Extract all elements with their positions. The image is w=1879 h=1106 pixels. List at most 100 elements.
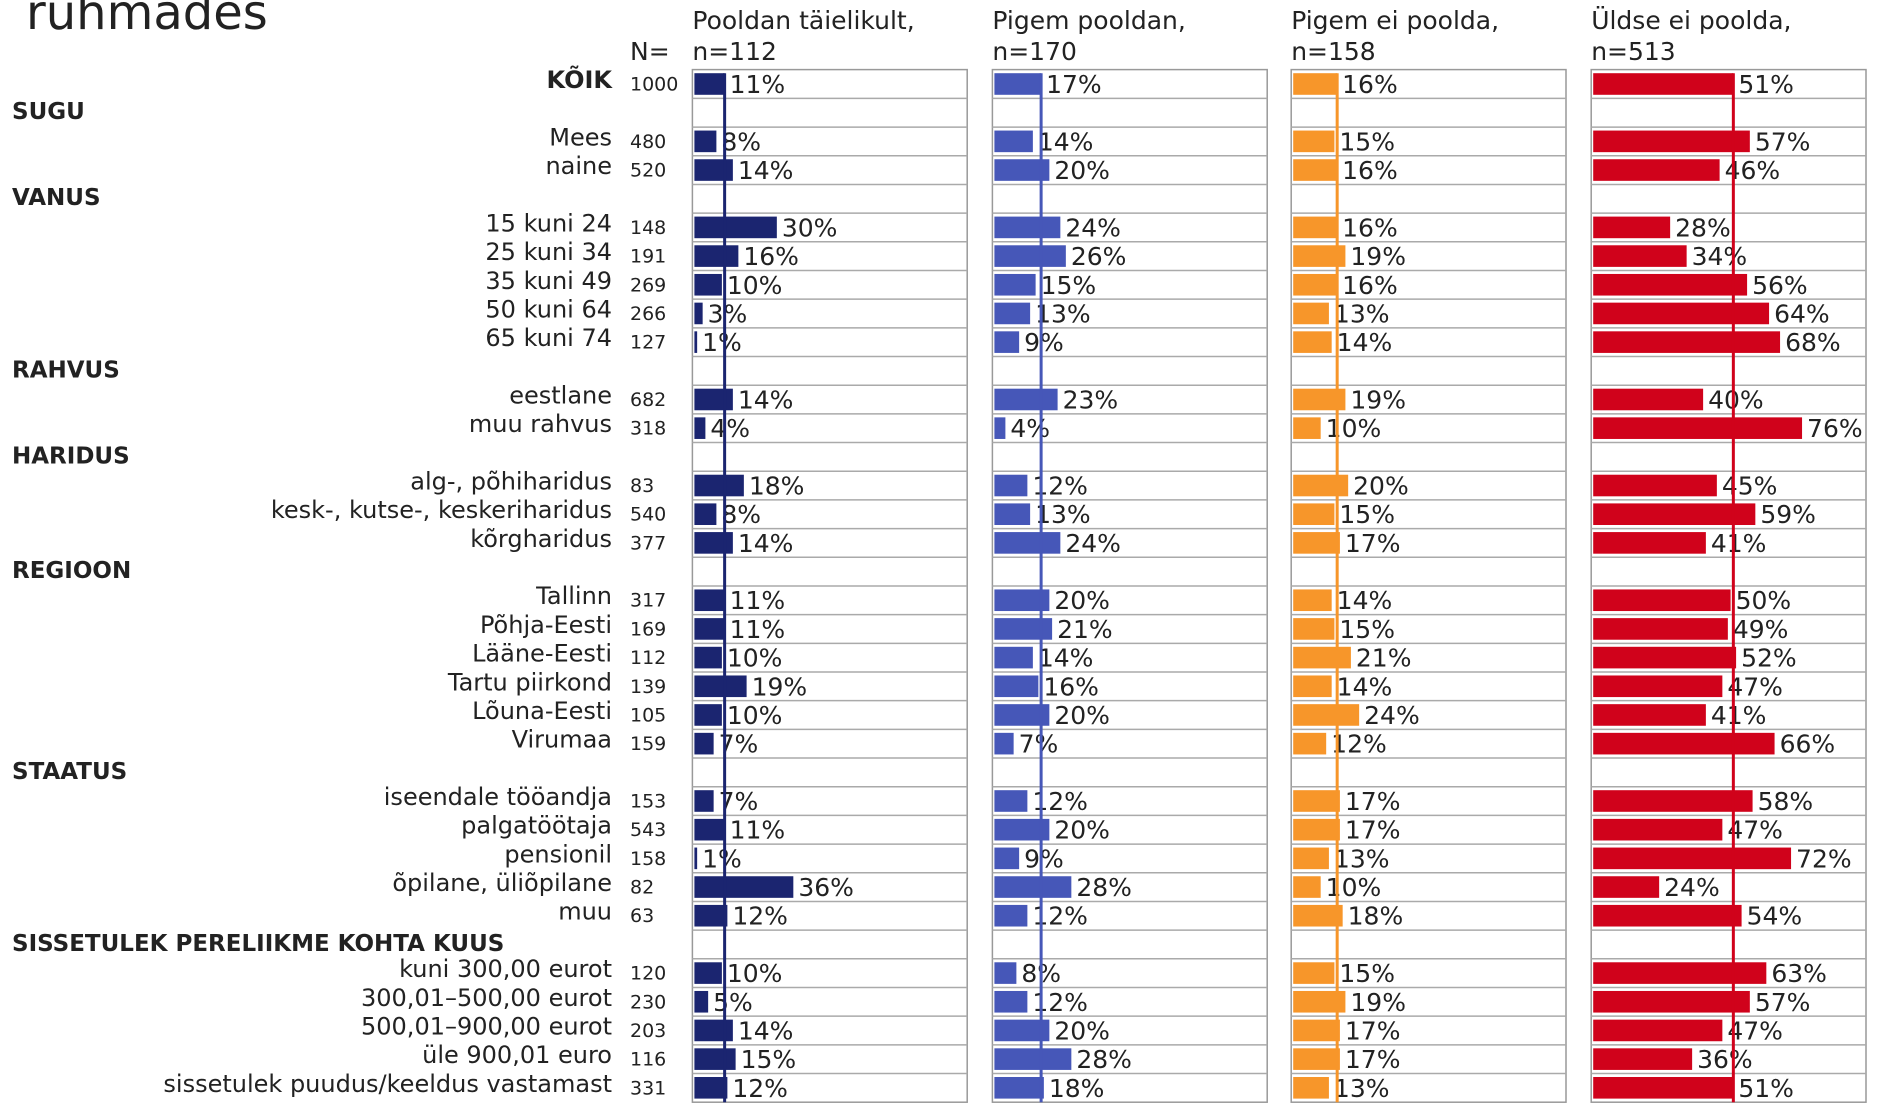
value-label: 40% [1708, 385, 1764, 414]
bar [1293, 904, 1343, 927]
value-label: 47% [1727, 816, 1783, 845]
n-value: 153 [630, 791, 666, 813]
series-total: n=112 [692, 37, 777, 66]
value-label: 24% [1065, 213, 1121, 242]
n-value: 139 [630, 676, 666, 698]
value-label: 15% [1339, 500, 1395, 529]
bar [1593, 904, 1742, 927]
value-label: 17% [1345, 816, 1401, 845]
value-label: 17% [1046, 70, 1102, 99]
n-value: 682 [630, 389, 666, 411]
value-label: 7% [1019, 730, 1059, 759]
value-label: 16% [743, 242, 799, 271]
bar [1593, 990, 1750, 1013]
bar [694, 990, 709, 1013]
value-label: 12% [732, 902, 788, 931]
value-label: 4% [1010, 414, 1050, 443]
n-value: 377 [630, 532, 666, 554]
value-label: 14% [1337, 672, 1393, 701]
value-label: 24% [1664, 873, 1720, 902]
bar [1593, 273, 1748, 296]
bar [694, 73, 725, 95]
bar [694, 302, 703, 325]
bar [994, 388, 1058, 411]
bar [1293, 388, 1346, 411]
value-label: 14% [738, 529, 794, 558]
value-label: 9% [1024, 844, 1064, 873]
value-label: 10% [1326, 414, 1382, 443]
value-label: 20% [1054, 586, 1110, 615]
value-label: 19% [1350, 242, 1406, 271]
bar [1293, 1048, 1340, 1070]
n-value: 520 [630, 160, 666, 182]
value-label: 19% [1350, 385, 1406, 414]
value-label: 26% [1071, 242, 1127, 271]
bar [1593, 646, 1737, 669]
value-label: 19% [1350, 988, 1406, 1017]
value-label: 19% [752, 672, 808, 701]
value-label: 68% [1785, 328, 1841, 357]
bar [994, 159, 1050, 181]
bar [1593, 704, 1706, 726]
bar [994, 73, 1042, 95]
bar [994, 847, 1020, 870]
series-total: n=158 [1291, 37, 1376, 66]
bar [1293, 962, 1335, 984]
bar [1293, 245, 1346, 267]
bar [994, 1077, 1044, 1099]
value-label: 8% [721, 500, 761, 529]
n-value: 203 [630, 1020, 666, 1042]
bar [1293, 503, 1335, 525]
group-header: RAHVUS [12, 357, 120, 383]
bar [1593, 675, 1723, 698]
bar [994, 962, 1017, 984]
value-label: 17% [1345, 1016, 1401, 1045]
bar [1593, 216, 1671, 239]
value-label: 47% [1727, 1016, 1783, 1045]
value-label: 15% [1339, 959, 1395, 988]
category-label: Lääne-Eesti [472, 640, 612, 668]
bar [694, 589, 725, 612]
value-label: 3% [708, 299, 748, 328]
n-value: 127 [630, 332, 666, 354]
value-label: 21% [1057, 615, 1113, 644]
series-name: Pigem pooldan, [992, 6, 1185, 35]
bar [1293, 704, 1360, 726]
n-header: N= [630, 37, 670, 66]
value-label: 15% [1339, 615, 1395, 644]
group-header: SISSETULEK PERELIIKME KOHTA KUUS [12, 931, 504, 957]
bar [694, 503, 717, 525]
value-label: 36% [798, 873, 854, 902]
value-label: 23% [1063, 385, 1119, 414]
n-value: 540 [630, 504, 666, 526]
group-header: VANUS [12, 185, 101, 211]
bar [694, 646, 722, 669]
series-name: Pigem ei poolda, [1291, 6, 1499, 35]
bar [1593, 388, 1704, 411]
bar [1593, 73, 1734, 95]
value-label: 15% [1339, 127, 1395, 156]
value-label: 51% [1738, 1074, 1794, 1103]
value-label: 66% [1780, 730, 1836, 759]
value-label: 20% [1353, 472, 1409, 501]
n-value: 116 [630, 1049, 666, 1071]
category-label: Tallinn [535, 582, 612, 610]
value-label: 24% [1065, 529, 1121, 558]
value-label: 1% [702, 844, 742, 873]
category-label: 300,01–500,00 eurot [361, 984, 612, 1012]
bar [994, 130, 1033, 153]
bar [994, 618, 1053, 640]
value-label: 45% [1722, 472, 1778, 501]
value-label: 21% [1356, 644, 1412, 673]
bar [994, 474, 1028, 497]
value-label: 12% [732, 1074, 788, 1103]
bar [1293, 990, 1346, 1013]
n-value: 105 [630, 704, 666, 726]
value-label: 17% [1345, 1045, 1401, 1074]
value-label: 20% [1054, 156, 1110, 185]
category-label: üle 900,01 euro [422, 1041, 612, 1069]
bar [994, 216, 1061, 239]
value-label: 17% [1345, 787, 1401, 816]
value-label: 24% [1364, 701, 1420, 730]
bar [1293, 474, 1349, 497]
